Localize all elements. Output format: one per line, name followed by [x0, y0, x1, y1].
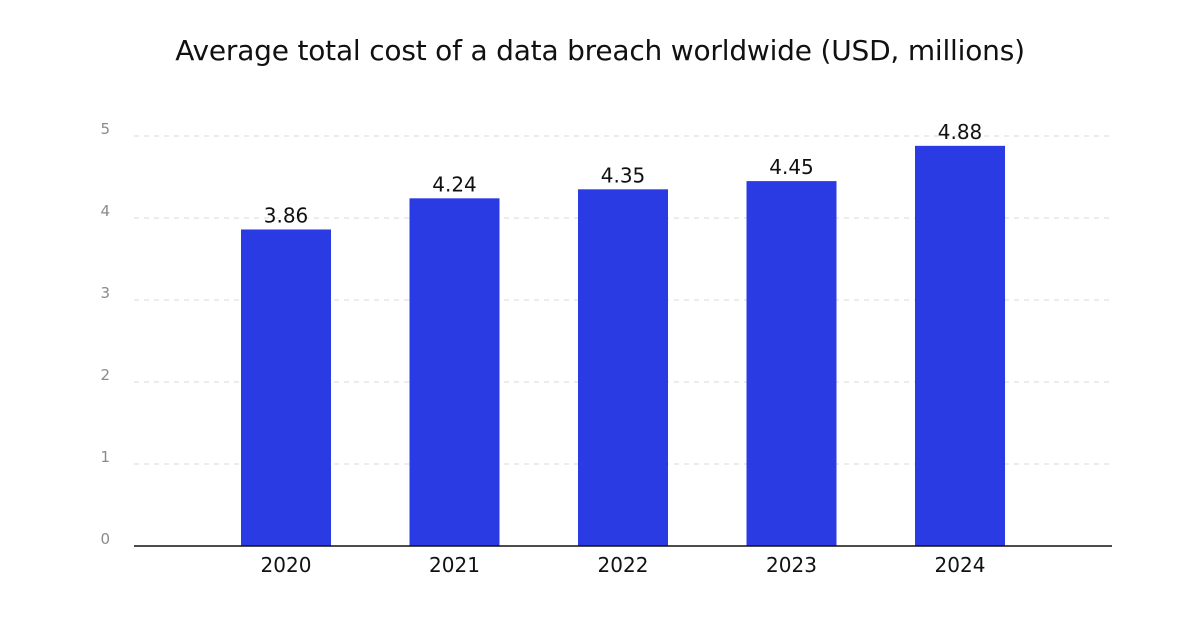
x-tick-label: 2020: [261, 553, 312, 577]
data-label: 4.24: [432, 172, 477, 196]
x-tick-label: 2024: [935, 553, 986, 577]
y-tick-label: 2: [100, 366, 110, 384]
bar: [746, 181, 837, 546]
bar: [409, 198, 500, 546]
x-tick-label: 2023: [766, 553, 817, 577]
bar: [915, 145, 1005, 546]
bar: [241, 229, 331, 547]
y-tick-label: 1: [100, 448, 110, 466]
bar: [578, 189, 668, 547]
data-label: 4.45: [769, 155, 814, 179]
y-tick-label: 3: [100, 284, 110, 302]
data-label: 4.35: [601, 163, 646, 187]
y-tick-label: 4: [100, 202, 110, 220]
data-label: 3.86: [264, 203, 309, 227]
y-tick-label: 0: [100, 530, 110, 548]
data-label: 4.88: [938, 120, 983, 144]
x-tick-label: 2021: [429, 553, 480, 577]
chart-title: Average total cost of a data breach worl…: [175, 34, 1025, 67]
y-tick-label: 5: [100, 120, 110, 138]
x-tick-label: 2022: [598, 553, 649, 577]
